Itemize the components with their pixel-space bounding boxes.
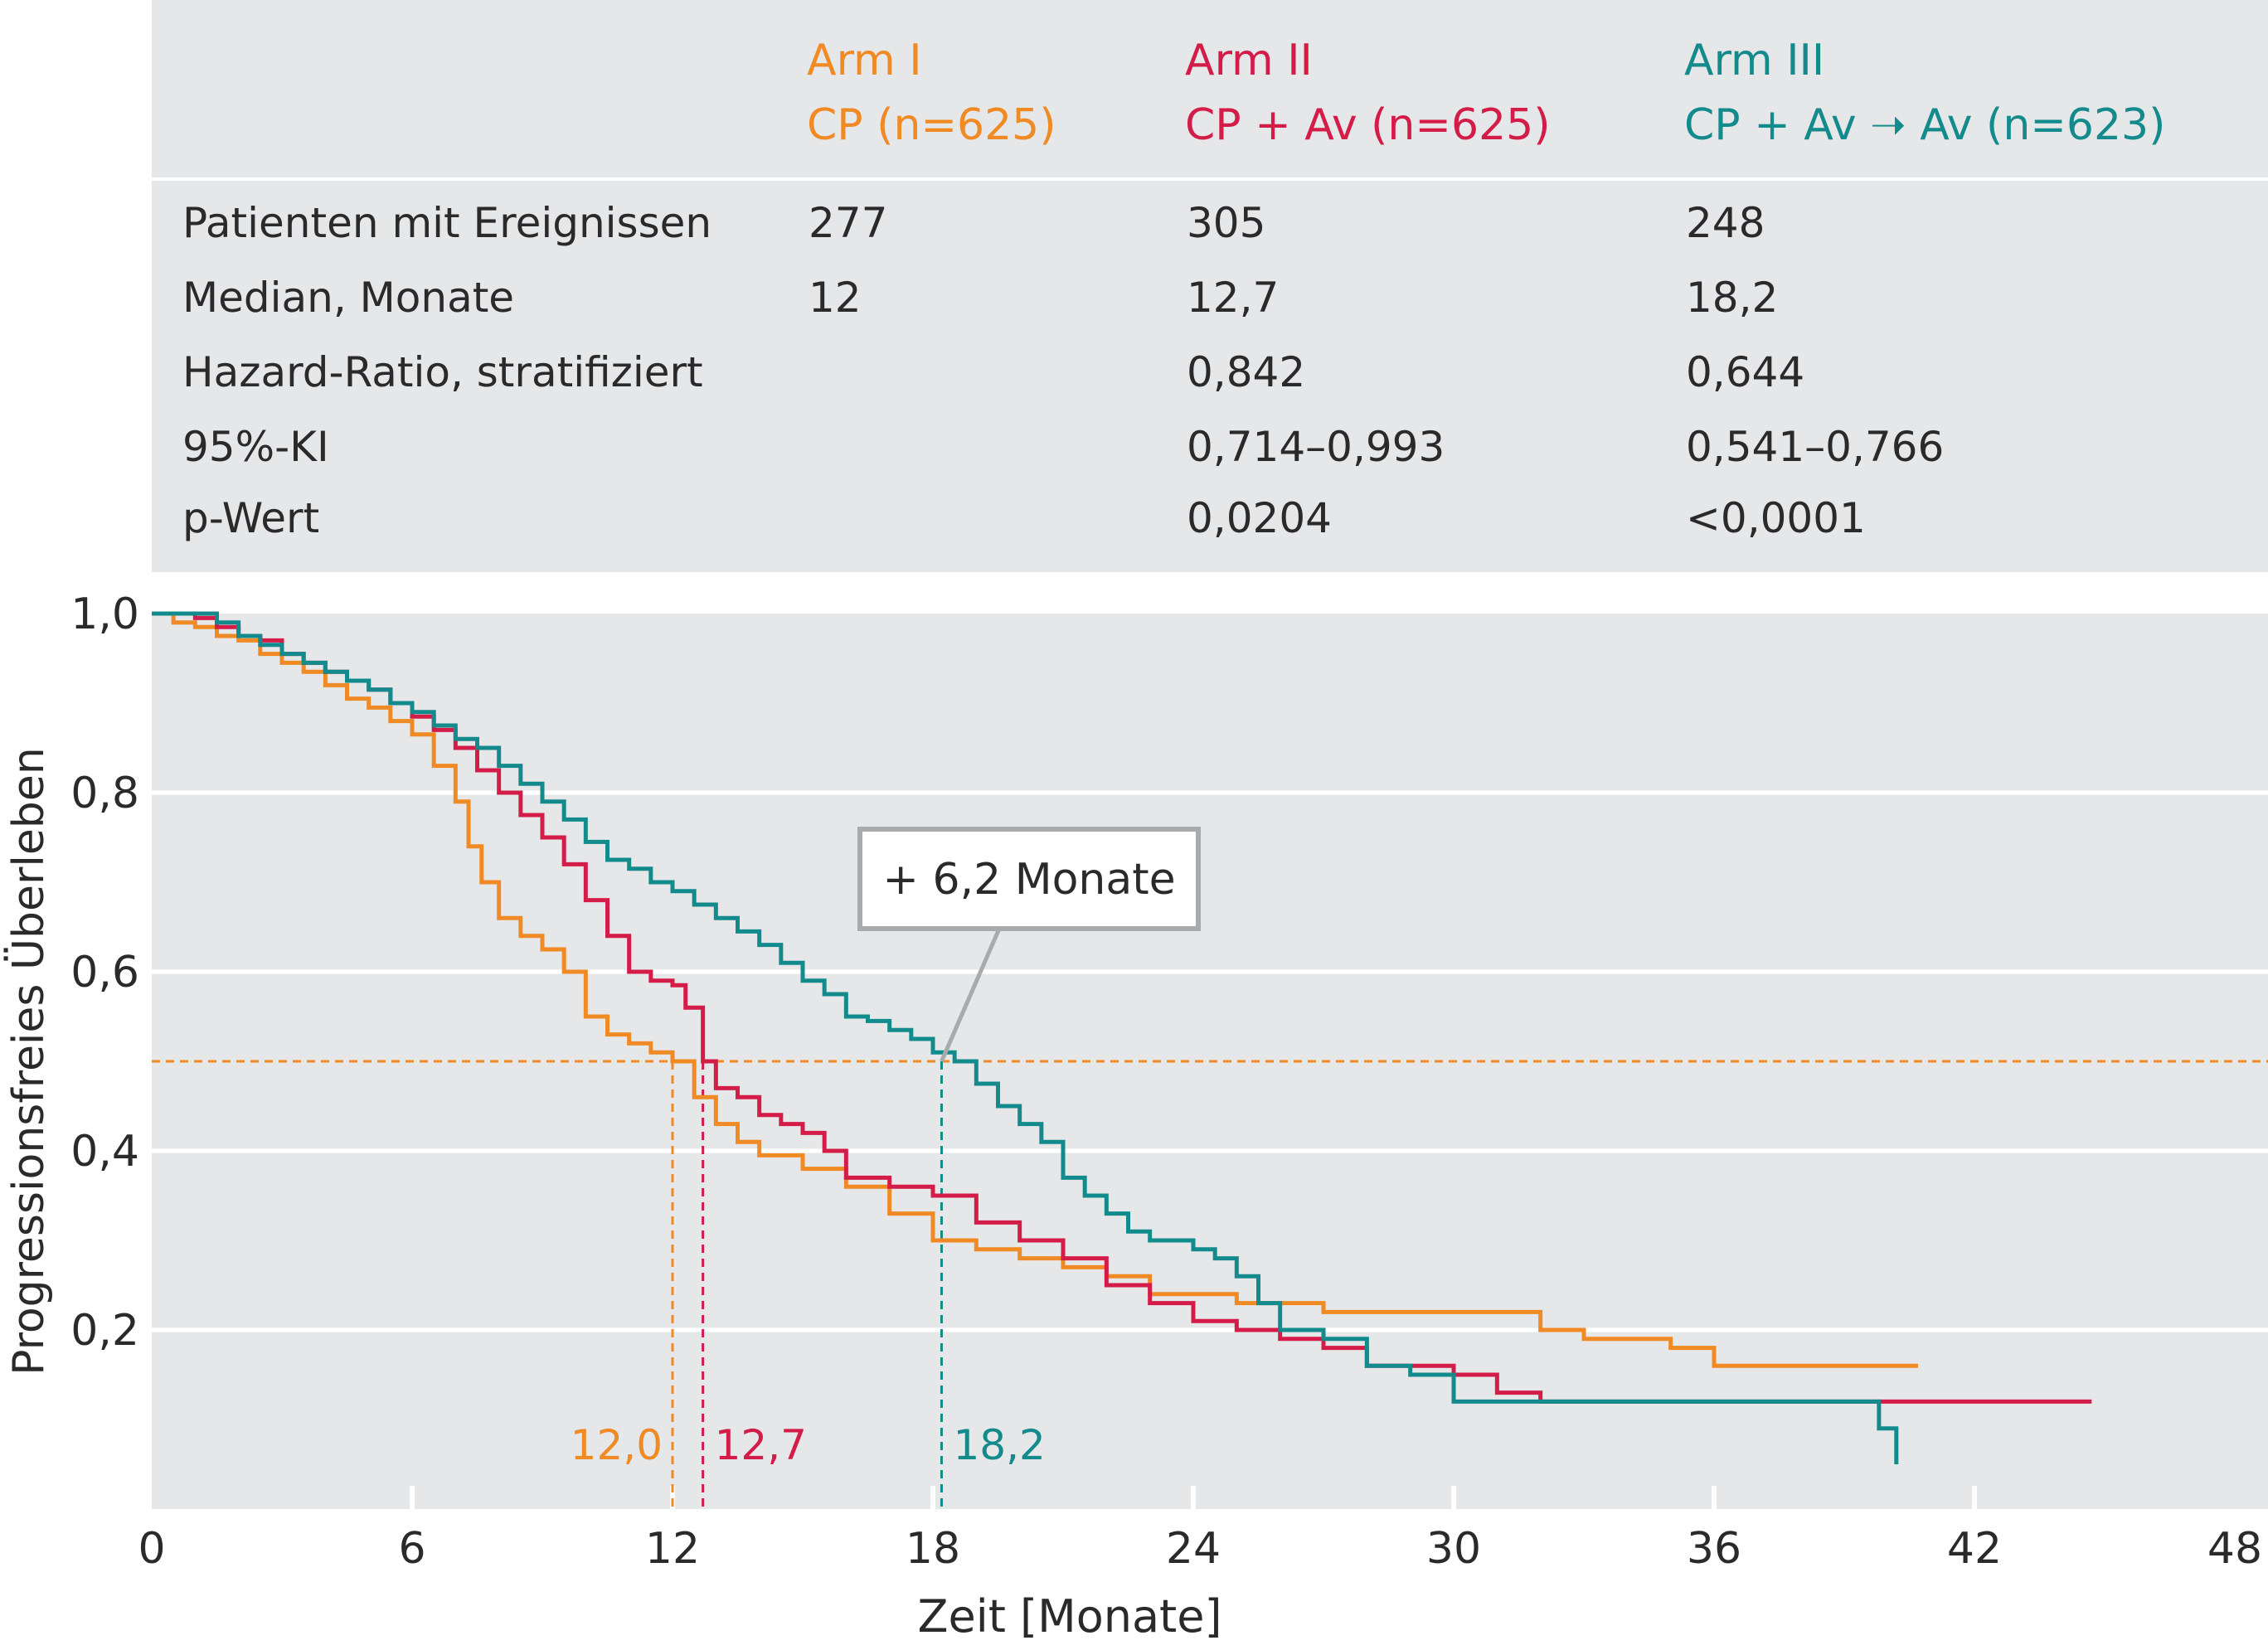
table-cell: 0,0204	[1187, 494, 1332, 542]
arm-header-1: Arm I CP (n=625)	[807, 28, 1056, 158]
table-cell: 277	[809, 199, 888, 247]
x-tick-label: 30	[1426, 1524, 1481, 1574]
median-labels: 12,0 12,7 18,2	[571, 1421, 1046, 1469]
callout-leader	[940, 928, 1002, 1062]
km-curve-3	[152, 611, 1899, 1464]
y-tick-label: 0,2	[70, 1306, 139, 1356]
row-label: 95%-KI	[182, 423, 329, 471]
x-axis-title: Zeit [Monate]	[917, 1590, 1221, 1643]
arm-detail: CP (n=625)	[807, 100, 1056, 150]
y-tick-label: 0,6	[70, 948, 139, 997]
x-tick-label: 18	[906, 1524, 960, 1574]
x-tick-label: 48	[2207, 1524, 2262, 1574]
x-axis-ticks	[410, 1486, 1977, 1509]
callout-box	[857, 827, 1201, 931]
table-cell: 12,7	[1187, 274, 1280, 322]
series-lines	[152, 611, 2092, 1464]
table-cell: 0,842	[1187, 348, 1306, 396]
table-cell: 0,541–0,766	[1686, 423, 1945, 471]
y-tick-label: 0,4	[70, 1127, 139, 1177]
stats-table: Arm I CP (n=625) Arm II CP + Av (n=625) …	[152, 0, 2268, 572]
arm-name: Arm II	[1185, 36, 1313, 85]
table-cell: <0,0001	[1686, 494, 1866, 542]
y-axis-title: Progressionsfreies Überleben	[3, 747, 54, 1376]
pfs-chart: 0,20,40,60,81,0 0 6 12 18 24 30 36 42 48 12,0 12,…	[3, 590, 2268, 1643]
table-cell: 305	[1187, 199, 1266, 247]
row-label: Patienten mit Ereignissen	[182, 199, 712, 247]
callout: + 6,2 Monate	[857, 827, 1201, 1062]
callout-label: + 6,2 Monate	[882, 855, 1175, 905]
row-label: Hazard-Ratio, stratifiziert	[182, 348, 703, 396]
table-cell: 0,714–0,993	[1187, 423, 1445, 471]
reference-lines	[152, 1060, 2268, 1509]
row-label: p-Wert	[182, 494, 320, 542]
table-cell: 0,644	[1686, 348, 1805, 396]
arm-name: Arm I	[807, 36, 922, 85]
arm-detail: CP + Av ➝ Av (n=623)	[1684, 100, 2166, 150]
median-label: 18,2	[953, 1421, 1045, 1469]
x-tick-label: 36	[1687, 1524, 1741, 1574]
table-cell: 12	[809, 274, 862, 322]
table-cell: 248	[1686, 199, 1765, 247]
header-divider	[152, 177, 2268, 181]
x-tick-label: 0	[138, 1524, 165, 1574]
x-tick-label: 6	[398, 1524, 425, 1574]
median-label: 12,7	[715, 1421, 807, 1469]
median-label: 12,0	[571, 1421, 663, 1469]
x-tick-label: 42	[1947, 1524, 2002, 1574]
x-tick-label: 24	[1166, 1524, 1221, 1574]
x-tick-label: 12	[645, 1524, 700, 1574]
table-cell: 18,2	[1686, 274, 1779, 322]
y-tick-label: 1,0	[70, 590, 139, 639]
y-tick-label: 0,8	[70, 769, 139, 818]
x-axis-labels: 0 6 12 18 24 30 36 42 48	[138, 1524, 2262, 1574]
arm-detail: CP + Av (n=625)	[1185, 100, 1551, 150]
arm-header-2: Arm II CP + Av (n=625)	[1185, 28, 1550, 158]
arm-name: Arm III	[1684, 36, 1825, 85]
row-label: Median, Monate	[182, 274, 515, 322]
arm-header-3: Arm III CP + Av ➝ Av (n=623)	[1684, 28, 2165, 158]
y-axis-labels: 0,2 0,4 0,6 0,8 1,0	[70, 590, 139, 1356]
